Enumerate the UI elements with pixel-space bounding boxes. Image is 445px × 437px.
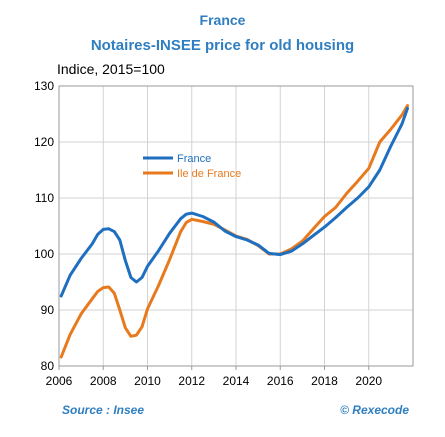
y-axis-ticks: 80 90 100 110 120 130 bbox=[34, 79, 54, 373]
legend: France Ile de France bbox=[143, 153, 241, 180]
x-tick-label: 2008 bbox=[90, 374, 117, 388]
x-tick-label: 2020 bbox=[355, 374, 382, 388]
x-axis-ticks: 2006 2008 2010 2012 2014 2016 2018 2020 bbox=[46, 366, 382, 388]
y-tick-label: 120 bbox=[34, 135, 54, 149]
credit-note: © Rexecode bbox=[340, 403, 409, 417]
y-tick-label: 110 bbox=[35, 191, 54, 205]
x-tick-label: 2010 bbox=[134, 374, 161, 388]
source-note: Source : Insee bbox=[62, 403, 145, 417]
series-line-france bbox=[59, 106, 409, 298]
y-tick-label: 100 bbox=[34, 247, 54, 261]
x-tick-label: 2016 bbox=[267, 374, 294, 388]
y-tick-label: 90 bbox=[41, 303, 55, 317]
y-axis-label: Indice, 2015=100 bbox=[57, 61, 165, 77]
x-tick-label: 2006 bbox=[46, 374, 73, 388]
chart-title: France bbox=[199, 12, 246, 28]
series-lines bbox=[59, 104, 409, 359]
legend-label: Ile de France bbox=[177, 168, 241, 180]
chart-subtitle: Notaires-INSEE price for old housing bbox=[90, 37, 355, 54]
y-tick-label: 130 bbox=[34, 79, 54, 93]
grid-lines bbox=[59, 86, 413, 366]
y-tick-label: 80 bbox=[41, 359, 55, 373]
series-line-ile-de-france bbox=[59, 104, 409, 359]
legend-label: France bbox=[177, 153, 211, 165]
x-tick-label: 2018 bbox=[311, 374, 338, 388]
x-tick-label: 2014 bbox=[223, 374, 250, 388]
x-tick-label: 2012 bbox=[178, 374, 205, 388]
